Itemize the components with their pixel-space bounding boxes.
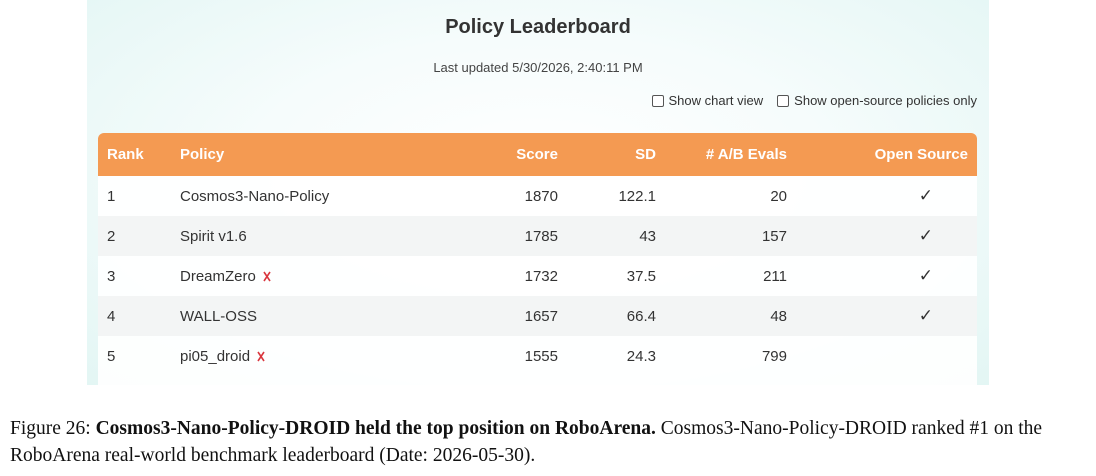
cell: 157 (666, 216, 797, 256)
checkbox-label[interactable]: Show open-source policies only (794, 93, 977, 108)
row: 5 pi05_droid 1555 24.3 799 (98, 336, 977, 376)
cell: 43 (568, 216, 666, 256)
caption-text: Cosmos3-Nano-Policy-DROID ranked #1 on t… (10, 418, 1043, 466)
caption-bold: Cosmos3-Nano-Policy-DROID held the top p… (95, 418, 656, 439)
column-header[interactable]: Policy (180, 133, 478, 176)
checkbox[interactable]: Show open-source policies only (777, 93, 977, 108)
cell: 48 (666, 296, 797, 336)
cell: ✓ (797, 256, 977, 296)
row: 3 DreamZero 1732 37.5 211 ✓ (98, 256, 977, 296)
caption-label: Figure 26: (10, 418, 91, 439)
cell: Cosmos3-Nano-Policy (180, 176, 478, 216)
checkbox-label[interactable]: Show chart view (668, 93, 764, 108)
policy-name: DreamZero (180, 267, 256, 285)
cell: ✓ (797, 296, 977, 336)
cell (797, 336, 977, 376)
cell: 3 (98, 256, 180, 296)
row: 4 WALL-OSS 1657 66.4 48 ✓ (98, 296, 977, 336)
checkbox[interactable]: Show chart view (651, 93, 764, 108)
leaderboard-table: Rank Policy Score SD # A/B Evals Open So… (98, 133, 977, 376)
column-header[interactable]: SD (568, 133, 666, 176)
cell: pi05_droid (180, 336, 478, 376)
cell: 1657 (478, 296, 568, 336)
cell: 24.3 (568, 336, 666, 376)
last-updated: Last updated 5/30/2026, 2:40:11 PM (433, 60, 643, 75)
cell: 2 (98, 216, 180, 256)
cell: ✓ (797, 176, 977, 216)
checkbox-box[interactable] (777, 94, 790, 107)
cell: 1870 (478, 176, 568, 216)
row (98, 376, 977, 385)
cell: 799 (666, 336, 797, 376)
cell: 211 (666, 256, 797, 296)
cell: 5 (98, 336, 180, 376)
screenshot: Policy Leaderboard Last updated 5/30/202… (87, 0, 989, 385)
cell: WALL-OSS (180, 296, 478, 336)
column-header[interactable]: Open Source (797, 133, 977, 176)
caption: Figure 26: Cosmos3-Nano-Policy-DROID hel… (10, 415, 1080, 469)
x-icon (263, 271, 271, 282)
cell: ✓ (797, 216, 977, 256)
title: Policy Leaderboard (445, 16, 631, 38)
row: 1 Cosmos3-Nano-Policy 1870 122.1 20 ✓ (98, 176, 977, 216)
cell: DreamZero (180, 256, 478, 296)
cell: 20 (666, 176, 797, 216)
cell: 1 (98, 176, 180, 216)
cell: 66.4 (568, 296, 666, 336)
column-header[interactable]: Rank (98, 133, 180, 176)
checkbox-box[interactable] (651, 94, 664, 107)
cell: 4 (98, 296, 180, 336)
column-header[interactable]: Score (478, 133, 568, 176)
cell: Spirit v1.6 (180, 216, 478, 256)
policy-name: pi05_droid (180, 347, 251, 365)
cell: 1732 (478, 256, 568, 296)
cell: 37.5 (568, 256, 666, 296)
cell: 1555 (478, 336, 568, 376)
x-icon (257, 351, 265, 362)
row: 2 Spirit v1.6 1785 43 157 ✓ (98, 216, 977, 256)
controls: Show chart view Show open-source policie… (651, 93, 977, 108)
cell: 122.1 (568, 176, 666, 216)
cell: 1785 (478, 216, 568, 256)
column-header[interactable]: # A/B Evals (666, 133, 797, 176)
header-row: Rank Policy Score SD # A/B Evals Open So… (98, 133, 977, 176)
